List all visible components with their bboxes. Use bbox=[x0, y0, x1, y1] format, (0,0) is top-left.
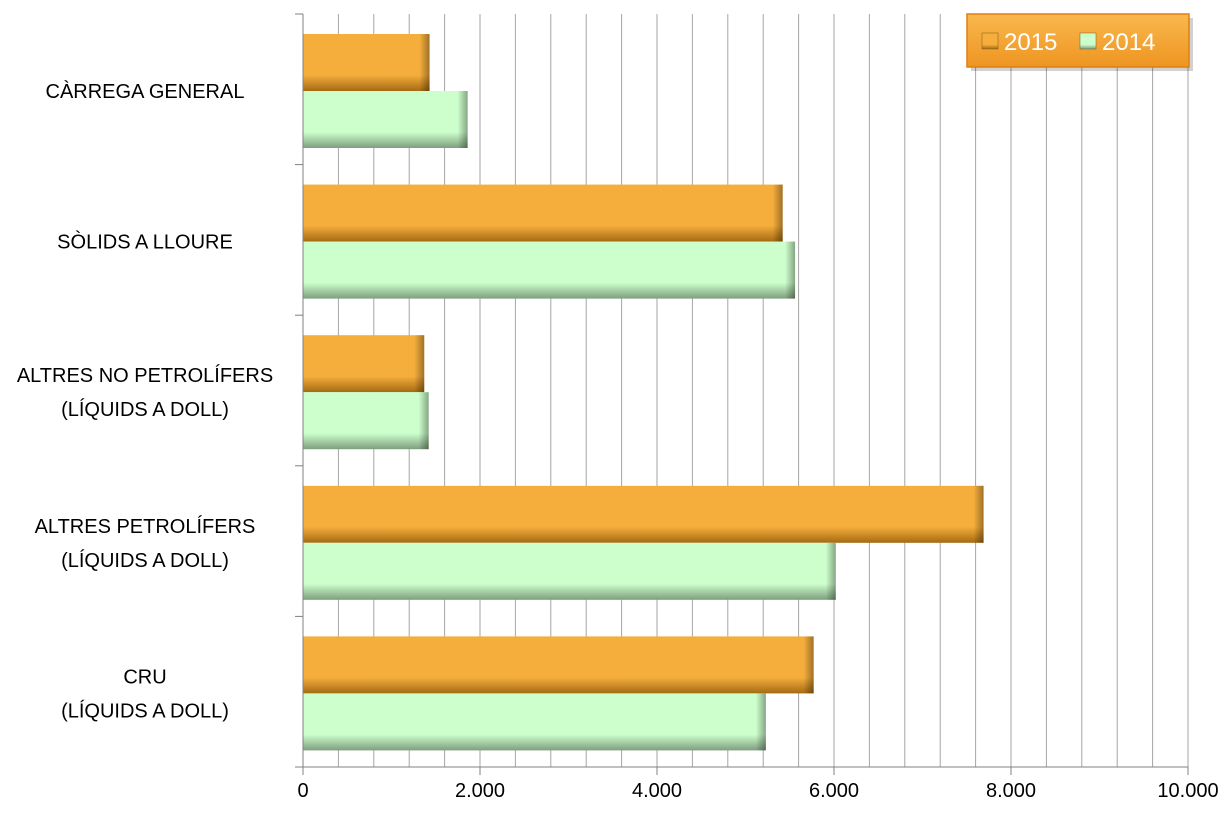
bar-2014-altres-petrolifers bbox=[303, 542, 836, 600]
category-label-altres-no-petrolifers: ALTRES NO PETROLÍFERS (LÍQUIDS A DOLL) bbox=[17, 364, 273, 421]
category-label-altres-petrolifers: ALTRES PETROLÍFERS (LÍQUIDS A DOLL) bbox=[35, 515, 256, 572]
x-tick-label: 2.000 bbox=[455, 780, 505, 802]
category-label-line: ALTRES PETROLÍFERS bbox=[35, 515, 256, 538]
category-label-carrega-general: CÀRREGA GENERAL bbox=[46, 80, 245, 103]
bar-2015-altres-no-petrolifers bbox=[303, 335, 425, 393]
x-tick-label: 10.000 bbox=[1157, 780, 1218, 802]
bar-2014-solids-a-lloure bbox=[303, 241, 796, 299]
bar-end-shade bbox=[785, 241, 796, 299]
category-label-line: (LÍQUIDS A DOLL) bbox=[61, 549, 229, 572]
bar-end-shade bbox=[418, 392, 429, 450]
x-tick-label: 0 bbox=[297, 780, 308, 802]
category-label-cru: CRU (LÍQUIDS A DOLL) bbox=[61, 666, 229, 722]
x-axis: 0 2.000 4.000 6.000 8.000 10.000 bbox=[295, 13, 1219, 802]
category-label-line: CÀRREGA GENERAL bbox=[46, 80, 245, 103]
bar-2015-solids-a-lloure bbox=[303, 184, 783, 242]
legend-swatch-2015 bbox=[981, 32, 999, 50]
category-label-line: CRU bbox=[123, 666, 166, 688]
bar-2015-altres-petrolifers bbox=[303, 485, 984, 543]
bar-end-shade bbox=[414, 335, 425, 393]
bar-end-shade bbox=[755, 693, 766, 751]
bar-end-shade bbox=[772, 184, 783, 242]
bar-2014-cru bbox=[303, 693, 766, 751]
legend-swatch-2014 bbox=[1079, 32, 1097, 50]
legend: 2015 2014 bbox=[966, 13, 1193, 71]
category-labels: CÀRREGA GENERAL SÒLIDS A LLOURE ALTRES NO … bbox=[17, 80, 273, 722]
category-label-solids-a-lloure: SÒLIDS A LLOURE bbox=[57, 231, 233, 254]
x-tick-label: 8.000 bbox=[986, 780, 1036, 802]
bar-end-shade bbox=[803, 636, 814, 694]
bar-end-shade bbox=[973, 485, 984, 543]
legend-label-2015: 2015 bbox=[1004, 29, 1057, 56]
category-label-line: (LÍQUIDS A DOLL) bbox=[61, 398, 229, 421]
bar-2014-altres-no-petrolifers bbox=[303, 392, 429, 450]
bar-end-shade bbox=[457, 91, 468, 148]
bar-2015-carrega-general bbox=[303, 34, 430, 91]
bars bbox=[303, 34, 984, 751]
bar-2015-cru bbox=[303, 636, 814, 694]
bar-end-shade bbox=[825, 542, 836, 600]
legend-label-2014: 2014 bbox=[1102, 29, 1155, 56]
category-label-line: (LÍQUIDS A DOLL) bbox=[61, 699, 229, 722]
legend-box bbox=[966, 13, 1190, 68]
x-tick-label: 6.000 bbox=[809, 780, 859, 802]
x-tick-label: 4.000 bbox=[632, 780, 682, 802]
category-label-line: SÒLIDS A LLOURE bbox=[57, 231, 233, 254]
bar-end-shade bbox=[419, 34, 430, 91]
bar-2014-carrega-general bbox=[303, 91, 468, 148]
category-label-line: ALTRES NO PETROLÍFERS bbox=[17, 364, 273, 387]
